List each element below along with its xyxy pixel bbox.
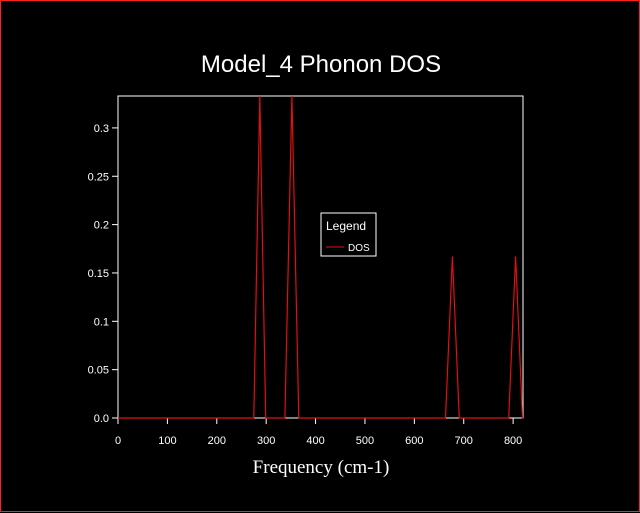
x-tick-label: 200: [208, 435, 226, 447]
x-tick-label: 400: [306, 435, 324, 447]
x-tick-label: 500: [356, 435, 374, 447]
x-tick-label: 700: [455, 435, 473, 447]
x-tick-label: 800: [504, 435, 522, 447]
legend-title: Legend: [326, 219, 366, 233]
y-tick-label: 0.2: [94, 220, 109, 232]
x-tick-label: 600: [405, 435, 423, 447]
y-tick-label: 0.0: [94, 413, 109, 425]
y-tick-label: 0.3: [94, 123, 109, 135]
legend-box: [320, 212, 377, 257]
legend-entry-dos: DOS: [348, 243, 370, 254]
x-tick-label: 100: [158, 435, 176, 447]
legend: Legend DOS: [320, 212, 377, 257]
x-tick-label: 0: [115, 435, 121, 447]
y-tick-label: 0.25: [88, 171, 109, 183]
x-axis-label: Frequency (cm-1): [253, 457, 390, 478]
y-axis: 0.0 0.05 0.1 0.15 0.2 0.25 0.3: [88, 123, 118, 425]
series-layer: [118, 95, 524, 419]
x-tick-label: 300: [257, 435, 275, 447]
series-line-dos: [118, 95, 524, 419]
y-tick-label: 0.15: [88, 268, 109, 280]
plot-area: [117, 95, 524, 419]
chart-title: Model_4 Phonon DOS: [201, 51, 441, 78]
y-tick-label: 0.1: [94, 316, 109, 328]
y-tick-label: 0.05: [88, 365, 109, 377]
x-axis: 0 100 200 300 400 500 600 700 800: [115, 418, 522, 447]
